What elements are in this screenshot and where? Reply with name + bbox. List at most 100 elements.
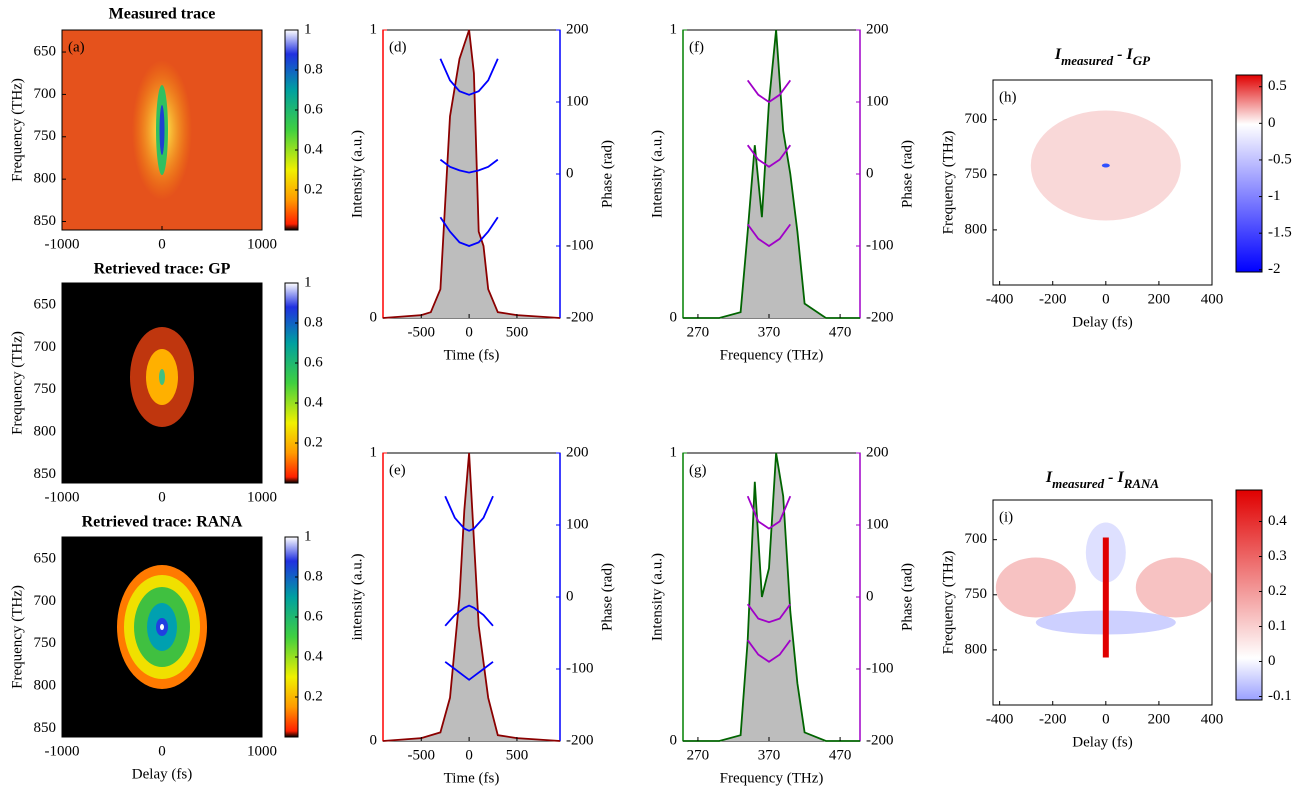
colorbar-tick-label: 0.4 [304,394,323,410]
panel-label: (g) [689,462,707,478]
phase-line [439,216,499,247]
y-tick-label: 750 [965,166,988,182]
y2-axis-label: Phase (rad) [899,563,915,631]
x-tick-label: 400 [1201,711,1224,727]
panel-label: (b) [68,292,86,308]
colorbar-tick-label: 0.6 [304,354,323,370]
y2-tick-label: 100 [566,516,589,532]
y2-axis-label: Phase (rad) [599,563,615,631]
colorbar-tick-label: 0 [1268,653,1276,669]
panel-label: (c) [68,546,85,562]
colorbar-tick-label: 0.4 [304,141,323,157]
x-tick-label: 470 [829,747,852,763]
title-segment: - I [1104,469,1124,486]
x-tick-label: -400 [986,291,1014,307]
x-tick-label: 270 [687,747,710,763]
y-axis-label: Frequency (THz) [940,551,956,655]
y-tick-label: 850 [34,466,57,482]
y-tick-label: 700 [965,111,988,127]
y-axis-label: Frequency (THz) [9,78,25,182]
y-tick-label: 650 [34,296,57,312]
x-axis-label: Frequency (THz) [720,770,824,786]
intensity-line [683,452,860,742]
y-tick-label: 850 [34,720,57,736]
y-axis-label: Frequency (THz) [940,131,956,235]
panel-label: (h) [999,89,1017,105]
colorbar-tick-label: 0.6 [304,608,323,624]
y-tick-label: 750 [34,128,57,144]
colorbar-tick-label: -2 [1268,261,1281,277]
colorbar-tick-label: 0.2 [304,434,323,450]
y2-tick-label: 200 [866,444,889,460]
y-tick-label: 0 [670,732,678,748]
y-tick-label: 0 [370,732,378,748]
x-axis-label: Delay (fs) [1072,734,1132,750]
x-axis-label: Delay (fs) [1072,314,1132,330]
y2-tick-label: 0 [566,165,574,181]
y2-tick-label: -200 [866,732,894,748]
y-tick-label: 1 [670,21,678,37]
colorbar-tick-label: -0.1 [1268,688,1292,704]
y-axis-label: Intensity (a.u.) [349,130,365,218]
y-tick-label: 800 [965,641,988,657]
x-tick-label: -400 [986,711,1014,727]
y2-tick-label: 200 [566,444,589,460]
x-tick-label: 0 [158,743,166,759]
title-segment: measured [1052,476,1105,491]
plot-frame [992,499,1213,706]
x-tick-label: 270 [687,324,710,340]
x-axis-label: Time (fs) [444,347,500,363]
y2-tick-label: -100 [566,660,594,676]
x-tick-label: 1000 [247,743,277,759]
colorbar-tick-label: 0.2 [304,181,323,197]
y2-tick-label: -200 [566,732,594,748]
phase-line [439,58,499,96]
plot-frame [992,79,1213,286]
residual-dip [1101,163,1110,168]
x-tick-label: 1000 [247,236,277,252]
x-axis-label: Time (fs) [444,770,500,786]
phase-line [746,495,792,530]
residual-lobe [995,557,1076,618]
heatmap-image [995,500,1212,705]
x-tick-label: 0 [158,236,166,252]
colorbar-tick-label: -1.5 [1268,225,1292,241]
colorbar-tick-label: 0.8 [304,61,323,77]
y-axis-label: Frequency (THz) [9,331,25,435]
phase-line [444,604,494,627]
x-tick-label: -1000 [45,236,80,252]
colorbar [1235,489,1263,701]
residual-lobe [1135,557,1212,618]
x-tick-label: 0 [465,747,473,763]
heatmap-image [62,537,262,737]
y2-tick-label: 0 [866,588,874,604]
colorbar-tick-label: -1 [1268,188,1281,204]
x-tick-label: 0 [158,489,166,505]
y-tick-label: 1 [370,444,378,460]
y-tick-label: 0 [670,309,678,325]
colorbar [284,282,299,484]
title-segment: RANA [1123,476,1160,491]
y-tick-label: 1 [670,444,678,460]
x-axis-label: Delay (fs) [132,766,192,782]
colorbar [1235,74,1263,273]
x-tick-label: -500 [408,747,436,763]
y2-tick-label: 200 [566,21,589,37]
colorbar-tick-label: 1 [304,528,312,544]
x-tick-label: -200 [1039,291,1067,307]
y-tick-label: 750 [34,635,57,651]
colorbar-tick-label: 0.6 [304,101,323,117]
y-tick-label: 750 [965,586,988,602]
y-axis-label: intensity (a.u.) [349,553,365,640]
heatmap-image [62,283,262,483]
trace-contour [160,624,164,630]
phase-line [746,223,792,248]
y-tick-label: 850 [34,213,57,229]
y-axis-label: Frequency (THz) [9,585,25,689]
y-axis-label: Intensity (a.u.) [649,130,665,218]
colorbar-tick-label: 0.8 [304,568,323,584]
heatmap-image [62,30,262,230]
y-tick-label: 700 [34,339,57,355]
x-tick-label: 200 [1148,711,1171,727]
